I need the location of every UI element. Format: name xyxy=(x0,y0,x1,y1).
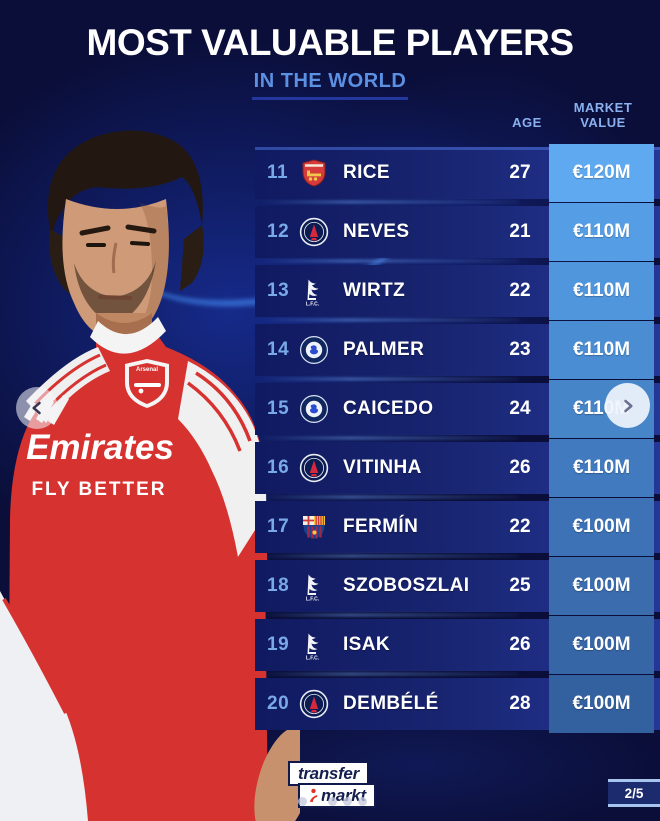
market-value-cell: €110M xyxy=(549,262,654,320)
rank-label: 13 xyxy=(267,280,290,301)
rank-label: 19 xyxy=(267,634,290,655)
club-badge-barcelona-icon xyxy=(299,512,329,542)
age-value: 21 xyxy=(509,221,531,242)
club-badge-psg-icon xyxy=(299,217,329,247)
market-value-cell: €100M xyxy=(549,498,654,556)
rank-label: 14 xyxy=(267,339,290,360)
player-name: WIRTZ xyxy=(343,280,406,301)
pagination-dot[interactable] xyxy=(298,797,307,806)
jersey-tagline-text: FLY BETTER xyxy=(31,479,166,500)
rank-label: 16 xyxy=(267,457,290,478)
club-badge-liverpool-icon: L.F.C. xyxy=(299,276,329,306)
club-badge-liverpool-icon: L.F.C. xyxy=(299,630,329,660)
pagination-dot[interactable] xyxy=(328,797,337,806)
player-name: CAICEDO xyxy=(343,398,434,419)
rank-label: 17 xyxy=(267,516,290,537)
table-row: 19 L.F.C. ISAK 26 €100M xyxy=(255,616,660,674)
table-row: 16 VITINHA 26 €110M xyxy=(255,439,660,497)
age-value: 22 xyxy=(509,280,531,301)
player-name: PALMER xyxy=(343,339,425,360)
column-header-market-value: MARKET VALUE xyxy=(560,100,646,130)
pagination-dot[interactable] xyxy=(358,797,367,806)
crest-label: Arsenal xyxy=(136,367,158,373)
age-value: 23 xyxy=(509,339,531,360)
page-subtitle: IN THE WORLD xyxy=(253,70,407,92)
club-badge-liverpool-icon: L.F.C. xyxy=(299,571,329,601)
page-indicator: 2/5 xyxy=(608,779,660,807)
arsenal-crest: Arsenal xyxy=(125,359,169,408)
rank-label: 20 xyxy=(267,693,290,714)
pagination-dots xyxy=(298,797,367,806)
player-name: SZOBOSZLAI xyxy=(343,575,470,596)
rank-label: 15 xyxy=(267,398,290,419)
player-name: DEMBÉLÉ xyxy=(343,693,439,714)
chevron-right-icon xyxy=(623,399,633,412)
club-badge-arsenal-icon xyxy=(299,158,329,188)
market-value-cell: €100M xyxy=(549,675,654,733)
market-value-cell: €120M xyxy=(549,144,654,202)
age-value: 28 xyxy=(509,693,531,714)
age-value: 22 xyxy=(509,516,531,537)
carousel-next-button[interactable] xyxy=(605,383,650,428)
table-row: 14 PALMER 23 €110M xyxy=(255,321,660,379)
carousel-prev-button[interactable] xyxy=(16,387,58,429)
club-badge-chelsea-icon xyxy=(299,394,329,424)
age-value: 27 xyxy=(509,162,531,183)
player-name: RICE xyxy=(343,162,390,183)
table-row: 11 RICE 27 €120M xyxy=(255,144,660,202)
table-row: 13 L.F.C. WIRTZ 22 €110M xyxy=(255,262,660,320)
player-name: VITINHA xyxy=(343,457,422,478)
svg-text:L.F.C.: L.F.C. xyxy=(306,656,320,661)
pagination-dot-active[interactable] xyxy=(313,797,322,806)
table-row: 20 DEMBÉLÉ 28 €100M xyxy=(255,675,660,733)
club-badge-psg-icon xyxy=(299,453,329,483)
jersey-sponsor-text: Emirates xyxy=(26,428,174,467)
page-title: MOST VALUABLE PLAYERS xyxy=(86,22,575,63)
table-row: 12 NEVES 21 €110M xyxy=(255,203,660,261)
age-value: 24 xyxy=(509,398,531,419)
market-value-line2: VALUE xyxy=(580,115,626,130)
table-rows: 11 RICE 27 €120M 12 NEVES 21 €110M 13 L.F.C. WIRTZ… xyxy=(255,144,660,737)
market-value-cell: €100M xyxy=(549,557,654,615)
svg-text:L.F.C.: L.F.C. xyxy=(306,597,320,602)
club-badge-chelsea-icon xyxy=(299,335,329,365)
market-value-cell: €110M xyxy=(549,439,654,497)
player-name: ISAK xyxy=(343,634,390,655)
svg-text:L.F.C.: L.F.C. xyxy=(306,302,320,307)
rank-label: 12 xyxy=(267,221,290,242)
logo-line1: transfer xyxy=(288,761,369,786)
table-row: 17 FERMÍN 22 €100M xyxy=(255,498,660,556)
club-badge-psg-icon xyxy=(299,689,329,719)
table-row: 15 CAICEDO 24 €110M xyxy=(255,380,660,438)
pagination-dot[interactable] xyxy=(343,797,352,806)
player-name: FERMÍN xyxy=(343,516,419,537)
market-value-line1: MARKET xyxy=(573,100,633,115)
player-name: NEVES xyxy=(343,221,410,242)
age-value: 25 xyxy=(509,575,531,596)
player-photo: Arsenal Emirates FLY BETTER xyxy=(0,130,300,821)
subtitle-underline xyxy=(252,97,408,100)
age-value: 26 xyxy=(509,634,531,655)
rank-label: 18 xyxy=(267,575,290,596)
market-value-cell: €100M xyxy=(549,616,654,674)
age-value: 26 xyxy=(509,457,531,478)
table-row: 18 L.F.C. SZOBOSZLAI 25 €100M xyxy=(255,557,660,615)
market-value-cell: €110M xyxy=(549,203,654,261)
rank-label: 11 xyxy=(267,162,289,183)
chevron-left-icon xyxy=(32,401,41,415)
market-value-cell: €110M xyxy=(549,321,654,379)
column-header-age: AGE xyxy=(512,115,542,130)
